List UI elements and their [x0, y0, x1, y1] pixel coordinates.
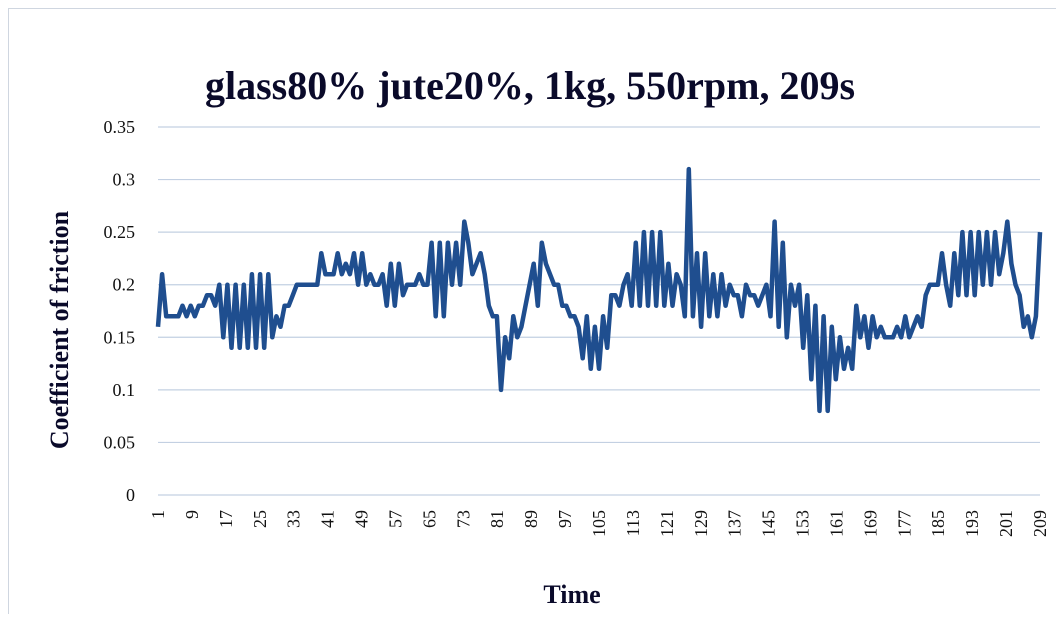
x-tick-label: 9 — [182, 510, 202, 519]
x-tick-label: 25 — [250, 510, 270, 528]
x-tick-label: 129 — [691, 510, 711, 537]
x-tick-label: 57 — [385, 510, 405, 528]
x-tick-label: 153 — [793, 510, 813, 537]
y-tick-label: 0.3 — [113, 170, 136, 190]
x-tick-label: 201 — [996, 510, 1016, 537]
x-tick-label: 177 — [894, 510, 914, 537]
x-tick-label: 145 — [759, 510, 779, 537]
x-tick-label: 65 — [419, 510, 439, 528]
x-tick-label: 1 — [148, 510, 168, 519]
x-tick-label: 49 — [352, 510, 372, 528]
x-tick-label: 41 — [318, 510, 338, 528]
x-axis-label: Time — [543, 580, 601, 609]
x-tick-label: 81 — [487, 510, 507, 528]
series-line — [155, 166, 1043, 414]
y-tick-label: 0.1 — [113, 380, 136, 400]
y-tick-label: 0.2 — [113, 275, 136, 295]
x-tick-label: 169 — [860, 510, 880, 537]
x-tick-label: 113 — [623, 510, 643, 536]
chart-title: glass80% jute20%, 1kg, 550rpm, 209s — [204, 63, 856, 108]
x-tick-label: 97 — [555, 510, 575, 528]
x-tick-label: 185 — [928, 510, 948, 537]
x-tick-label: 105 — [589, 510, 609, 537]
x-tick-label: 209 — [1030, 510, 1050, 537]
x-tick-label: 121 — [657, 510, 677, 537]
x-tick-label: 17 — [216, 510, 236, 528]
chart-frame — [8, 8, 1056, 614]
x-tick-label: 89 — [521, 510, 541, 528]
y-tick-label: 0.15 — [104, 327, 136, 347]
x-tick-label: 137 — [725, 510, 745, 537]
y-tick-label: 0 — [126, 485, 135, 505]
x-tick-label: 161 — [826, 510, 846, 537]
x-tick-label: 73 — [453, 510, 473, 528]
y-tick-label: 0.25 — [104, 222, 136, 242]
x-tick-label: 193 — [962, 510, 982, 537]
y-tick-label: 0.05 — [104, 432, 136, 452]
x-tick-label: 33 — [284, 510, 304, 528]
y-tick-label: 0.35 — [104, 117, 136, 137]
